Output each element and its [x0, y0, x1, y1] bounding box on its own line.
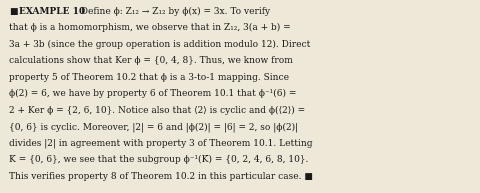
Text: ϕ(2) = 6, we have by property 6 of Theorem 10.1 that ϕ⁻¹(6) =: ϕ(2) = 6, we have by property 6 of Theor…	[9, 89, 296, 98]
Text: This verifies property 8 of Theorem 10.2 in this particular case. ■: This verifies property 8 of Theorem 10.2…	[9, 172, 312, 181]
Text: {0, 6} is cyclic. Moreover, |2| = 6 and |ϕ(2)| = |6| = 2, so |ϕ(2)|: {0, 6} is cyclic. Moreover, |2| = 6 and …	[9, 122, 298, 132]
Text: K̅ = {0, 6}, we see that the subgroup ϕ⁻¹(K̅) = {0, 2, 4, 6, 8, 10}.: K̅ = {0, 6}, we see that the subgroup ϕ⁻…	[9, 155, 308, 164]
Text: Define ϕ: Z₁₂ → Z₁₂ by ϕ(x) = 3x. To verify: Define ϕ: Z₁₂ → Z₁₂ by ϕ(x) = 3x. To ver…	[75, 7, 270, 16]
Text: property 5 of Theorem 10.2 that ϕ is a 3-to-1 mapping. Since: property 5 of Theorem 10.2 that ϕ is a 3…	[9, 73, 288, 82]
Text: ■: ■	[9, 7, 17, 16]
Text: that ϕ is a homomorphism, we observe that in Z₁₂, 3(a + b) =: that ϕ is a homomorphism, we observe tha…	[9, 23, 290, 32]
Text: EXAMPLE 10: EXAMPLE 10	[19, 7, 85, 16]
Text: 2 + Ker ϕ = {2, 6, 10}. Notice also that ⟨2⟩ is cyclic and ϕ(⟨2⟩) =: 2 + Ker ϕ = {2, 6, 10}. Notice also that…	[9, 106, 305, 115]
Text: divides |2| in agreement with property 3 of Theorem 10.1. Letting: divides |2| in agreement with property 3…	[9, 139, 312, 148]
Text: 3a + 3b (since the group operation is addition modulo 12). Direct: 3a + 3b (since the group operation is ad…	[9, 40, 310, 49]
Text: calculations show that Ker ϕ = {0, 4, 8}. Thus, we know from: calculations show that Ker ϕ = {0, 4, 8}…	[9, 56, 292, 65]
